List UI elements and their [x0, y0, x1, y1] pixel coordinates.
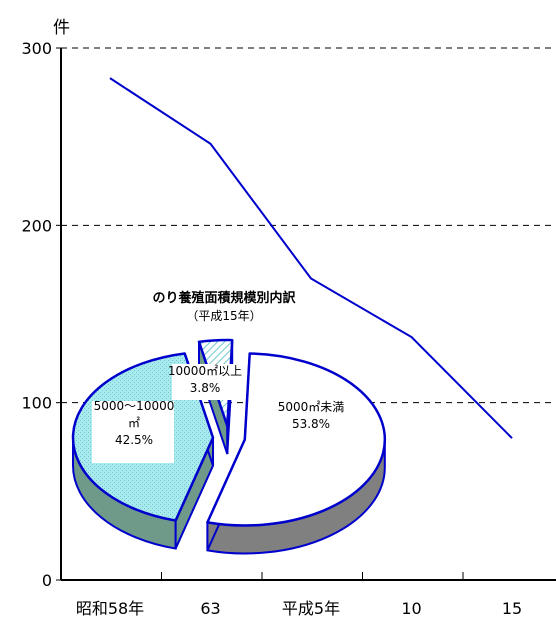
x-tick-label: 昭和58年	[76, 599, 144, 618]
x-tick-label: 10	[401, 599, 421, 618]
pie-slice-label: 10000㎡以上	[168, 364, 242, 378]
pie-label-box	[92, 401, 174, 463]
y-axis-unit-label: 件	[53, 18, 70, 38]
pie-slice-label: 5000～10000	[94, 399, 175, 413]
pie-slice	[206, 352, 387, 527]
pie-label-box	[172, 364, 238, 400]
y-tick-label: 0	[42, 571, 52, 590]
pie-slice-label: 42.5%	[115, 433, 153, 447]
pie-title: のり養殖面積規模別内訳	[152, 290, 296, 306]
pie-slice-label: ㎡	[128, 416, 140, 430]
pie-slice-label: 5000㎡未満	[278, 400, 345, 414]
pie-slice-label: 53.8%	[292, 417, 330, 431]
y-tick-label: 200	[21, 216, 52, 235]
y-tick-label: 300	[21, 39, 52, 58]
x-tick-label: 15	[502, 599, 522, 618]
series-line	[109, 77, 513, 439]
x-tick-label: 63	[200, 599, 220, 618]
pie-slice-label: 3.8%	[190, 381, 221, 395]
pie-subtitle: （平成15年）	[186, 309, 261, 323]
y-tick-label: 100	[21, 394, 52, 413]
x-tick-label: 平成5年	[282, 599, 340, 618]
